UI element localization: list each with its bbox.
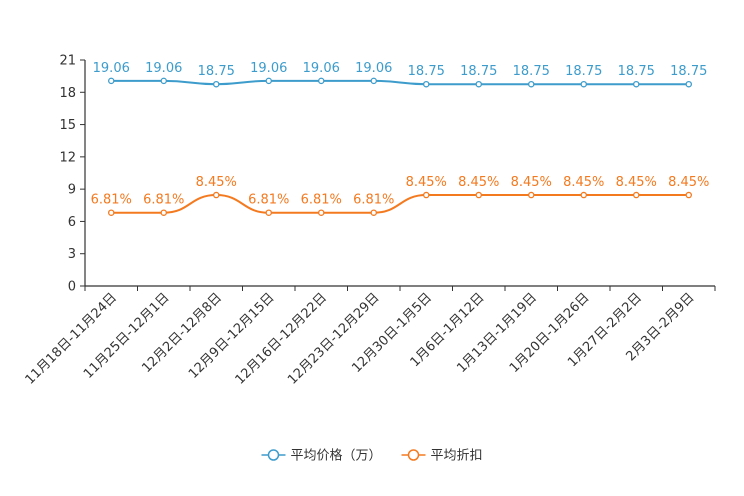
data-point[interactable]: [685, 80, 693, 88]
data-point[interactable]: [370, 209, 377, 216]
legend-marker-icon: [267, 449, 280, 461]
data-point[interactable]: [528, 191, 535, 199]
y-tick-label: 15: [59, 118, 76, 133]
data-point[interactable]: [108, 209, 115, 216]
data-point[interactable]: [475, 80, 482, 88]
data-label: 19.06: [93, 61, 130, 76]
data-label: 18.75: [198, 64, 235, 79]
data-label: 6.81%: [143, 193, 184, 208]
series-line-0: [111, 79, 689, 86]
y-tick-label: 3: [68, 247, 76, 262]
data-point[interactable]: [633, 191, 640, 199]
data-label: 8.45%: [563, 175, 604, 190]
legend-item-0[interactable]: 平均价格（万）: [261, 448, 382, 464]
legend[interactable]: 平均价格（万） 平均折扣: [261, 448, 483, 464]
legend-item-1[interactable]: 平均折扣: [401, 449, 483, 464]
data-point[interactable]: [212, 191, 220, 199]
data-point[interactable]: [160, 209, 167, 216]
data-label: 18.75: [618, 64, 655, 79]
data-label: 19.06: [145, 61, 182, 76]
data-point[interactable]: [317, 209, 325, 216]
data-label: 6.81%: [91, 193, 132, 208]
data-label: 18.75: [565, 64, 602, 79]
data-point[interactable]: [580, 80, 588, 88]
data-labels-layer: 19.06 19.06 18.75 19.06 19.06 19.06 18.75 18.75…: [91, 61, 710, 208]
data-label: 6.81%: [301, 193, 342, 208]
legend-label: 平均折扣: [431, 449, 483, 464]
data-point[interactable]: [265, 209, 272, 216]
legend-label: 平均价格（万）: [290, 448, 381, 464]
data-point[interactable]: [265, 77, 272, 85]
data-point[interactable]: [528, 80, 535, 88]
data-label: 8.45%: [458, 175, 499, 190]
data-point[interactable]: [633, 80, 640, 88]
x-tick-label: 11月18日-11月24日: [23, 290, 120, 387]
legend-marker-icon: [407, 449, 420, 461]
data-label: 6.81%: [353, 193, 394, 208]
data-point[interactable]: [108, 77, 115, 85]
y-tick-label: 9: [68, 183, 76, 198]
data-label: 18.75: [513, 64, 550, 79]
axes: 03691215182111月18日-11月24日11月25日-12月1日12月…: [23, 54, 716, 388]
series-layer: [108, 77, 693, 216]
y-tick-label: 12: [59, 150, 76, 165]
data-label: 8.45%: [616, 175, 657, 190]
x-tick-label: 12月16日-12月22日: [233, 290, 330, 387]
y-tick-label: 0: [68, 280, 76, 295]
y-tick-label: 18: [59, 86, 76, 101]
data-point[interactable]: [212, 80, 220, 88]
data-point[interactable]: [422, 191, 430, 199]
data-label: 8.45%: [668, 175, 709, 190]
data-point[interactable]: [685, 191, 693, 199]
data-label: 18.75: [670, 64, 707, 79]
data-label: 18.75: [408, 64, 445, 79]
data-point[interactable]: [370, 77, 377, 85]
y-tick-label: 21: [59, 54, 76, 69]
data-point[interactable]: [475, 191, 482, 199]
data-label: 8.45%: [511, 175, 552, 190]
data-point[interactable]: [317, 77, 325, 85]
x-tick-label: 12月23日-12月29日: [285, 290, 382, 387]
data-point[interactable]: [422, 80, 430, 88]
series-line-1: [111, 194, 689, 214]
data-label: 18.75: [460, 64, 497, 79]
data-label: 8.45%: [196, 175, 237, 190]
data-label: 19.06: [355, 61, 392, 76]
data-point[interactable]: [160, 77, 167, 85]
data-label: 19.06: [303, 61, 340, 76]
data-label: 6.81%: [248, 193, 289, 208]
data-label: 19.06: [250, 61, 287, 76]
y-tick-label: 6: [68, 215, 76, 230]
data-point[interactable]: [580, 191, 588, 199]
data-label: 8.45%: [406, 175, 447, 190]
